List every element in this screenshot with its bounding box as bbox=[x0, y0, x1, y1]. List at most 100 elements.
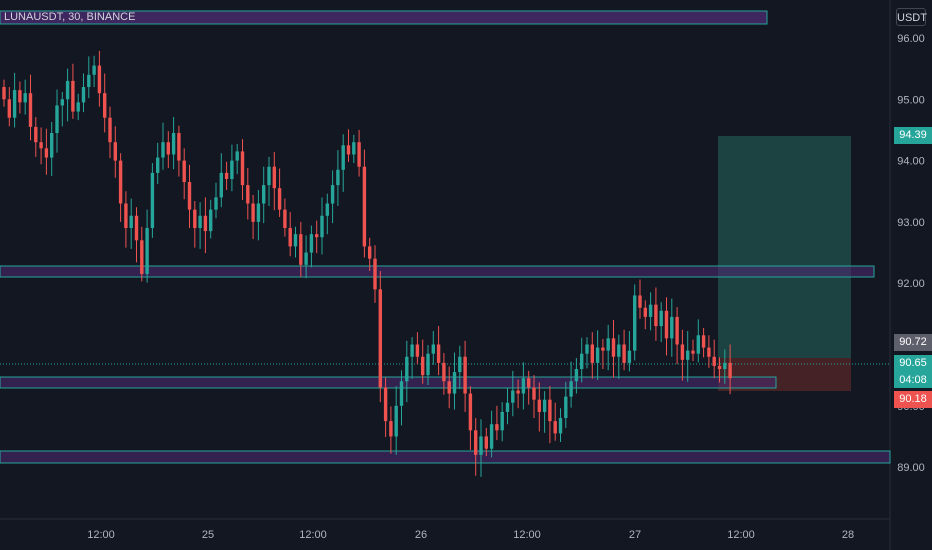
candle-up[interactable] bbox=[659, 310, 663, 327]
candle-down[interactable] bbox=[108, 117, 112, 143]
candle-up[interactable] bbox=[431, 344, 435, 354]
candle-up[interactable] bbox=[150, 172, 155, 229]
candle-down[interactable] bbox=[346, 145, 351, 155]
candle-down[interactable] bbox=[272, 166, 276, 189]
candle-up[interactable] bbox=[511, 390, 515, 403]
candle-down[interactable] bbox=[166, 142, 170, 155]
candle-down[interactable] bbox=[421, 356, 425, 376]
candle-down[interactable] bbox=[134, 215, 139, 241]
candle-up[interactable] bbox=[595, 347, 600, 363]
candle-up[interactable] bbox=[330, 185, 335, 204]
candle-down[interactable] bbox=[601, 347, 605, 351]
candle-up[interactable] bbox=[145, 228, 149, 275]
candle-up[interactable] bbox=[505, 402, 510, 412]
candle-down[interactable] bbox=[532, 387, 536, 400]
candle-down[interactable] bbox=[675, 316, 679, 345]
candle-up[interactable] bbox=[479, 436, 483, 455]
candle-down[interactable] bbox=[187, 182, 192, 210]
candle-up[interactable] bbox=[309, 234, 314, 253]
zone-top-header[interactable] bbox=[0, 10, 768, 25]
candle-down[interactable] bbox=[177, 133, 181, 161]
candle-down[interactable] bbox=[717, 365, 722, 370]
candle-down[interactable] bbox=[383, 387, 388, 422]
candle-up[interactable] bbox=[171, 133, 176, 155]
candle-up[interactable] bbox=[542, 399, 547, 412]
zone-resistance-92[interactable] bbox=[0, 265, 875, 278]
candle-down[interactable] bbox=[118, 160, 123, 204]
candle-down[interactable] bbox=[611, 338, 616, 357]
candle-down[interactable] bbox=[622, 344, 626, 363]
candle-up[interactable] bbox=[156, 157, 160, 173]
candle-down[interactable] bbox=[224, 172, 229, 179]
candle-down[interactable] bbox=[299, 234, 303, 265]
candle-down[interactable] bbox=[246, 185, 250, 204]
candle-down[interactable] bbox=[516, 390, 520, 394]
candle-up[interactable] bbox=[458, 356, 462, 373]
candle-down[interactable] bbox=[638, 295, 642, 308]
candle-up[interactable] bbox=[267, 166, 271, 186]
candle-up[interactable] bbox=[235, 151, 239, 161]
candle-up[interactable] bbox=[585, 344, 589, 354]
candle-up[interactable] bbox=[198, 215, 202, 229]
candle-down[interactable] bbox=[182, 160, 186, 183]
candle-down[interactable] bbox=[283, 209, 287, 229]
candle-up[interactable] bbox=[521, 378, 526, 394]
candle-up[interactable] bbox=[452, 372, 457, 394]
candle-down[interactable] bbox=[447, 381, 451, 394]
candle-down[interactable] bbox=[468, 393, 473, 431]
candle-down[interactable] bbox=[378, 289, 382, 388]
candle-down[interactable] bbox=[442, 362, 446, 382]
candle-down[interactable] bbox=[368, 246, 372, 259]
zone-support-90[interactable] bbox=[0, 376, 777, 389]
candle-up[interactable] bbox=[723, 362, 727, 370]
candle-down[interactable] bbox=[436, 344, 441, 363]
candle-down[interactable] bbox=[103, 93, 107, 118]
candle-up[interactable] bbox=[500, 411, 504, 431]
target-zone[interactable] bbox=[718, 136, 851, 358]
candle-up[interactable] bbox=[564, 396, 568, 419]
candle-up[interactable] bbox=[76, 102, 80, 112]
candle-down[interactable] bbox=[240, 151, 245, 186]
candle-up[interactable] bbox=[87, 74, 91, 88]
candle-down[interactable] bbox=[315, 234, 319, 238]
candle-down[interactable] bbox=[712, 356, 716, 366]
candle-up[interactable] bbox=[325, 203, 329, 216]
candle-down[interactable] bbox=[701, 335, 706, 348]
candle-up[interactable] bbox=[606, 338, 610, 351]
candle-down[interactable] bbox=[193, 209, 197, 229]
candle-down[interactable] bbox=[553, 421, 557, 434]
candle-up[interactable] bbox=[405, 356, 409, 382]
candle-down[interactable] bbox=[495, 424, 499, 431]
candle-down[interactable] bbox=[728, 362, 732, 379]
candle-down[interactable] bbox=[373, 258, 377, 290]
candle-up[interactable] bbox=[320, 215, 324, 238]
candle-up[interactable] bbox=[55, 105, 59, 134]
candle-down[interactable] bbox=[34, 126, 38, 143]
candle-down[interactable] bbox=[277, 188, 282, 210]
candle-up[interactable] bbox=[336, 169, 340, 186]
candle-down[interactable] bbox=[590, 344, 594, 363]
candle-up[interactable] bbox=[23, 93, 27, 103]
candle-up[interactable] bbox=[686, 350, 690, 360]
candle-up[interactable] bbox=[262, 185, 266, 204]
candle-down[interactable] bbox=[474, 430, 478, 455]
candle-up[interactable] bbox=[633, 295, 637, 351]
candle-down[interactable] bbox=[71, 80, 75, 112]
candle-down[interactable] bbox=[691, 350, 695, 354]
candle-down[interactable] bbox=[2, 87, 6, 100]
candle-up[interactable] bbox=[209, 209, 213, 232]
candle-up[interactable] bbox=[399, 381, 404, 406]
candle-up[interactable] bbox=[558, 418, 563, 434]
candle-up[interactable] bbox=[670, 316, 674, 339]
candle-up[interactable] bbox=[214, 197, 218, 210]
candle-down[interactable] bbox=[537, 399, 541, 412]
zone-support-89[interactable] bbox=[0, 450, 891, 464]
candle-up[interactable] bbox=[304, 252, 308, 265]
candle-up[interactable] bbox=[65, 80, 70, 100]
candle-down[interactable] bbox=[28, 93, 33, 127]
candle-down[interactable] bbox=[680, 344, 685, 360]
candle-up[interactable] bbox=[256, 203, 261, 222]
candle-down[interactable] bbox=[113, 142, 117, 161]
candle-down[interactable] bbox=[362, 166, 367, 247]
candle-down[interactable] bbox=[140, 240, 144, 275]
